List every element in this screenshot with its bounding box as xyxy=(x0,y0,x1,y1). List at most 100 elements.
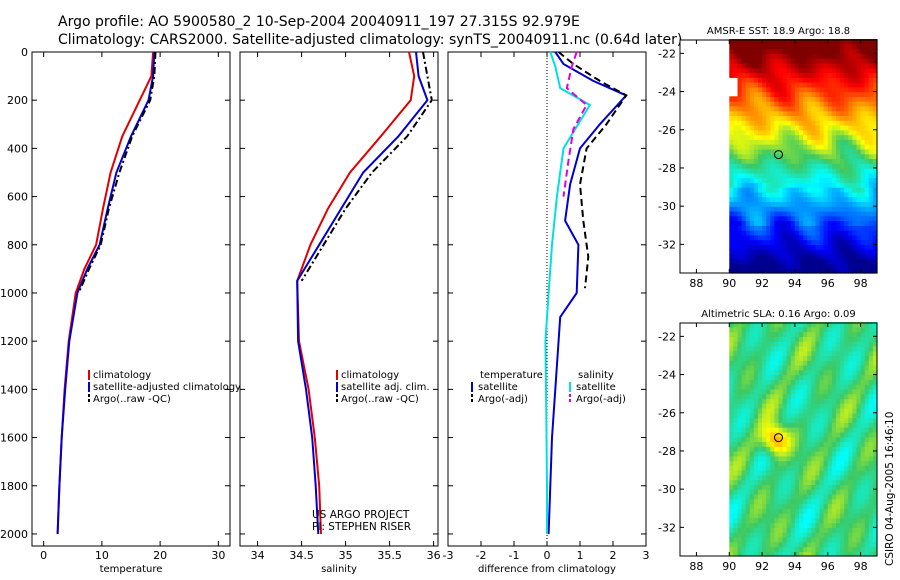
map-cell xyxy=(864,513,870,519)
map-cell xyxy=(786,215,792,222)
map-cell xyxy=(836,225,841,231)
map-cell xyxy=(811,168,816,174)
map-cell xyxy=(848,541,853,548)
map-cell xyxy=(790,230,796,236)
map-cell xyxy=(803,196,808,202)
map-cell xyxy=(729,144,734,150)
map-cell xyxy=(758,536,763,543)
map-cell xyxy=(840,177,845,183)
map-cell xyxy=(844,532,849,538)
map-cell xyxy=(778,168,784,174)
map-cell xyxy=(831,489,837,495)
map-cell xyxy=(807,72,812,78)
map-cell xyxy=(827,144,833,150)
map-cell xyxy=(786,120,792,126)
map-cell xyxy=(799,96,804,102)
map-cell xyxy=(786,369,792,376)
map-cell xyxy=(774,465,780,471)
map-cell xyxy=(815,503,821,509)
map-cell xyxy=(729,206,734,212)
map-cell xyxy=(860,388,866,395)
map-cell xyxy=(786,58,792,64)
map-cell xyxy=(749,62,755,69)
map-cell xyxy=(745,446,751,452)
map-cell xyxy=(844,82,849,88)
map-cell xyxy=(786,263,792,269)
map-cell xyxy=(803,134,808,140)
map-cell xyxy=(836,451,841,457)
map-cell xyxy=(778,225,784,231)
map-cell xyxy=(872,527,878,533)
map-cell xyxy=(864,522,870,528)
map-cell xyxy=(864,253,870,260)
map-cell xyxy=(827,115,833,121)
map-cell xyxy=(803,408,808,414)
map-cell xyxy=(782,48,788,54)
map-cell xyxy=(799,196,804,202)
map-cell xyxy=(831,196,837,202)
map-cell xyxy=(786,379,792,385)
map-cell xyxy=(844,326,849,333)
map-cell xyxy=(864,258,870,265)
map-cell xyxy=(741,249,747,255)
map-cell xyxy=(758,268,763,274)
map-cell xyxy=(774,91,780,97)
map-cell xyxy=(819,43,825,50)
map-cell xyxy=(836,244,841,250)
map-cell xyxy=(799,129,804,136)
map-cell xyxy=(819,345,825,352)
map-cell xyxy=(860,62,866,69)
map-cell xyxy=(766,263,771,269)
map-cell xyxy=(758,158,763,164)
map-cell xyxy=(737,441,743,447)
map-cell xyxy=(836,234,841,241)
map-cell xyxy=(799,360,804,366)
map-cell xyxy=(729,493,734,500)
map-cell xyxy=(831,322,837,328)
map-cell xyxy=(803,465,808,471)
map-cell xyxy=(782,326,788,333)
map-cell xyxy=(778,105,784,112)
map-cell xyxy=(794,536,800,543)
map-cell xyxy=(852,158,858,164)
map-cell xyxy=(766,182,771,188)
map-cell xyxy=(868,206,874,212)
map-cell xyxy=(836,120,841,126)
map-cell xyxy=(807,546,812,552)
map-cell xyxy=(803,91,808,97)
map-cell xyxy=(811,345,816,352)
map-cell xyxy=(762,43,767,50)
map-cell xyxy=(782,249,788,255)
map-cell xyxy=(737,532,743,538)
map-cell xyxy=(749,536,755,543)
map-cell xyxy=(770,403,775,409)
map-cell xyxy=(741,412,747,419)
map-cell xyxy=(831,388,837,395)
map-cell xyxy=(799,234,804,241)
map-cell xyxy=(844,484,849,490)
map-cell xyxy=(823,374,829,380)
map-cell xyxy=(786,230,792,236)
map-cell xyxy=(741,153,747,159)
map-cell xyxy=(827,53,833,59)
map-cell xyxy=(836,182,841,188)
map-cell xyxy=(831,206,837,212)
map-cell xyxy=(840,115,845,121)
map-cell xyxy=(782,182,788,188)
map-cell xyxy=(827,77,833,83)
map-cell xyxy=(799,422,804,428)
map-cell xyxy=(790,58,796,64)
map-cell xyxy=(786,365,792,371)
map-cell xyxy=(856,360,862,366)
map-cell xyxy=(745,326,751,333)
map-cell xyxy=(823,360,829,366)
map-cell xyxy=(872,517,878,524)
map-cell xyxy=(753,82,759,88)
map-cell xyxy=(803,182,808,188)
map-cell xyxy=(860,249,866,255)
map-cell xyxy=(770,508,775,514)
map-cell xyxy=(786,201,792,207)
map-cell xyxy=(737,498,743,505)
map-cell xyxy=(745,365,751,371)
map-cell xyxy=(836,503,841,509)
